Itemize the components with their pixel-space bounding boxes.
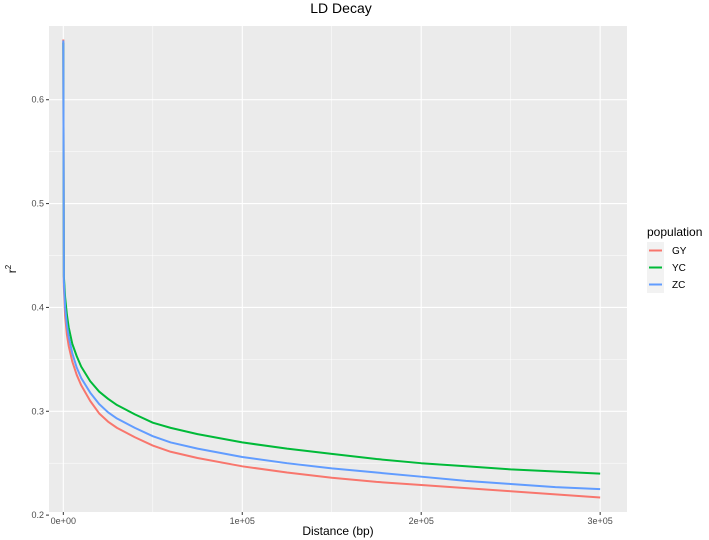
- y-tick-label: 0.6: [31, 95, 44, 105]
- legend-label: ZC: [672, 280, 685, 291]
- y-axis-title: r2: [4, 264, 19, 273]
- legend: population GY YC ZC: [647, 225, 702, 293]
- x-tick-label: 1e+05: [230, 516, 255, 526]
- series-line-gy: [62, 39, 601, 499]
- y-tick-label: 0.3: [31, 406, 44, 416]
- y-axis-title-base: r: [5, 269, 19, 273]
- x-tick-label: 2e+05: [409, 516, 434, 526]
- plot-panel: [49, 26, 627, 512]
- chart-title: LD Decay: [310, 0, 371, 16]
- y-tick-label: 0.2: [31, 510, 44, 520]
- x-tick-label: 0e+00: [51, 516, 76, 526]
- series-line-yc: [62, 42, 601, 475]
- legend-label: YC: [672, 263, 686, 274]
- y-tick-label: 0.5: [31, 199, 44, 209]
- legend-title: population: [647, 225, 702, 239]
- grid-lines: [49, 26, 627, 516]
- legend-label: GY: [672, 246, 687, 257]
- x-axis: 0e+00 1e+05 2e+05 3e+05: [51, 512, 613, 526]
- x-tick-label: 3e+05: [588, 516, 613, 526]
- x-axis-title: Distance (bp): [302, 524, 373, 538]
- y-axis: 0.2 0.3 0.4 0.5 0.6: [31, 95, 49, 520]
- y-tick-label: 0.4: [31, 302, 44, 312]
- data-series: [62, 39, 601, 499]
- series-line-zc: [62, 40, 601, 491]
- y-axis-title-sup: 2: [4, 264, 13, 269]
